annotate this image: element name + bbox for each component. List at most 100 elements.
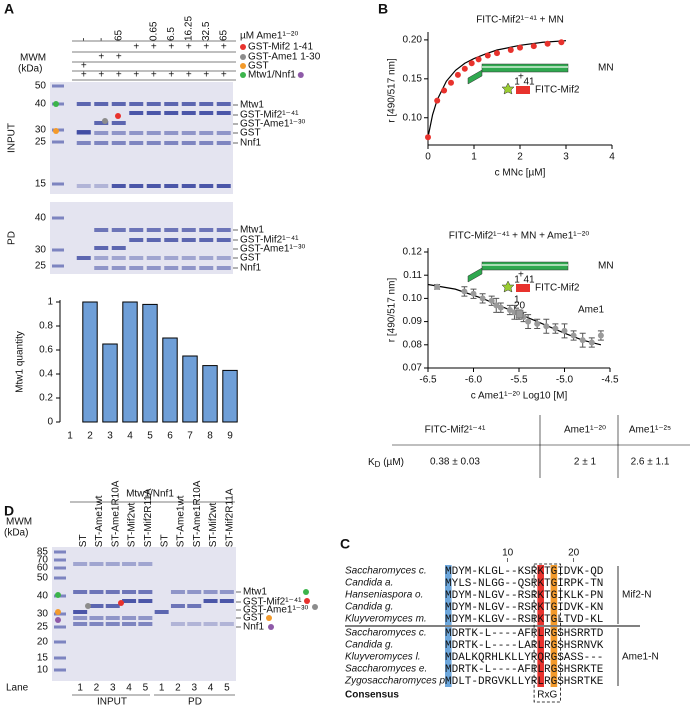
ladder-label: 60: [37, 563, 49, 574]
gel-band: [146, 131, 161, 135]
data-point: [454, 71, 461, 78]
lane-name: GST-Mif2R11A: [143, 488, 154, 555]
gel-band: [216, 228, 231, 232]
chart-title: FITC-Mif2¹⁻⁴¹ + MN: [476, 15, 564, 26]
data-point: [525, 318, 532, 325]
bar: [142, 303, 158, 423]
ladder-band: [54, 640, 66, 644]
x-tick-label: -4.5: [601, 375, 619, 386]
lane-name: GST: [159, 534, 170, 555]
column-highlight: [445, 565, 452, 625]
data-point: [494, 50, 500, 57]
gel-band: [164, 111, 179, 115]
gel-band: [111, 102, 126, 106]
gel-band: [94, 256, 109, 260]
ladder-band: [54, 558, 66, 562]
x-tick-label: 1: [67, 431, 73, 442]
table-header: Ame1¹⁻²⁵: [629, 425, 671, 436]
gel-band: [199, 256, 214, 260]
gel-band: [181, 238, 196, 242]
ladder-band: [52, 182, 64, 186]
gel-band: [181, 131, 196, 135]
lane-group: PD: [188, 697, 202, 706]
gel-band: [146, 238, 161, 242]
ladder-label: 50: [37, 573, 49, 584]
column-highlight: [537, 565, 544, 625]
condition-cell: 32.5: [201, 21, 212, 41]
gel-band: [129, 266, 144, 270]
gel-band: [76, 256, 91, 260]
y-tick-label: 0.12: [403, 247, 423, 258]
data-point: [552, 325, 559, 332]
condition-cell: +: [151, 70, 157, 81]
gel-band: [122, 562, 137, 566]
motif-box: [533, 563, 561, 703]
band-label: Mtw1: [240, 100, 264, 111]
gel-band: [129, 111, 144, 115]
mn-shape: [482, 264, 568, 266]
gel-band: [199, 102, 214, 106]
ladder-label: 15: [37, 653, 49, 664]
species-name: Candida g.: [345, 602, 393, 613]
lane-number: 3: [191, 683, 197, 694]
data-point: [570, 332, 577, 339]
sequence: MDALKQRHLKLLYRQRGSASS---: [445, 652, 603, 664]
lane-name: GST-Mif2wt: [127, 503, 138, 555]
gel-band: [122, 616, 137, 620]
sequence: MYLS-NLGG--QSRKTGIRPK-TN: [445, 578, 603, 590]
column-highlight: [445, 627, 452, 687]
y-tick-label: 0.15: [403, 73, 423, 84]
data-point: [425, 134, 431, 141]
table-cell: 2.6 ± 1.1: [631, 457, 670, 468]
lane-number: 2: [94, 683, 100, 694]
gel-band: [122, 590, 137, 594]
gel-band: [146, 266, 161, 270]
gel-band: [73, 622, 88, 626]
x-tick-label: 6: [167, 431, 173, 442]
lane-name: GST: [78, 534, 89, 555]
panel-letter: A: [4, 1, 14, 17]
ladder-label: 85: [37, 547, 49, 558]
gel-band: [129, 184, 144, 188]
annotation: MN: [598, 63, 614, 74]
ladder-label: 10: [37, 665, 49, 676]
gel-band: [129, 102, 144, 106]
gel-band: [199, 141, 214, 145]
species-name: Saccharomyces c.: [345, 566, 427, 577]
gel-band: [94, 184, 109, 188]
band-dot: [118, 600, 124, 606]
mwm-unit: (kDa): [4, 528, 28, 539]
gel-band: [111, 246, 126, 250]
gel-band: [146, 228, 161, 232]
band-dot: [85, 603, 91, 609]
bar: [122, 301, 138, 423]
annotation: +: [518, 72, 524, 83]
y-tick-label: 1: [47, 297, 53, 308]
band-dot: [53, 128, 59, 134]
band-dot: [55, 592, 61, 598]
gel-band: [216, 111, 231, 115]
ladder-label: 40: [37, 591, 49, 602]
data-point: [507, 47, 514, 54]
chart-title: FITC-Mif2¹⁻⁴¹ + MN + Ame1¹⁻²⁰: [449, 231, 590, 242]
x-tick-label: 4: [127, 431, 133, 442]
gel-band: [216, 238, 231, 242]
ladder-band: [54, 550, 66, 554]
ladder-label: 20: [37, 637, 49, 648]
ladder-band: [54, 566, 66, 570]
table-row-label-part: D: [375, 460, 381, 469]
group-name: Ame1-N: [622, 652, 659, 663]
condition-cell: 65: [113, 29, 124, 41]
condition-label: Mtw1/Nnf1: [248, 70, 296, 81]
gel-band: [73, 562, 88, 566]
condition-cell: +: [98, 52, 104, 63]
sequence: MDYM-NLGV--RSRKTGIKLK-PN: [445, 590, 603, 602]
gel-band: [164, 141, 179, 145]
condition-label: GST: [248, 61, 269, 72]
table-cell: 0.38 ± 0.03: [430, 457, 480, 468]
data-point: [530, 43, 537, 50]
x-tick-label: 4: [609, 152, 615, 163]
legend-dot: [297, 72, 304, 78]
gel-band: [129, 256, 144, 260]
gel-band: [219, 622, 234, 626]
